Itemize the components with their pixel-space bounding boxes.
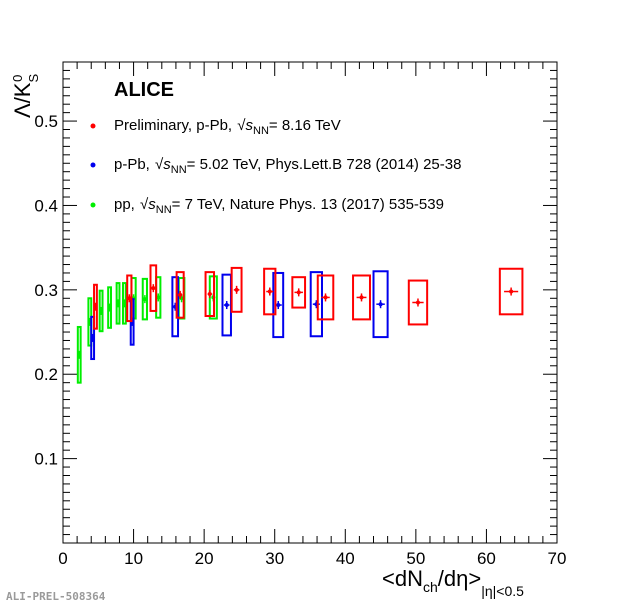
marker [122,301,127,306]
marker [378,302,383,307]
marker [90,335,95,340]
systematic-box [204,271,216,318]
data-point [372,270,389,339]
data-point [126,274,133,323]
systematic-box [372,270,389,339]
marker [93,304,98,309]
data-point [204,271,216,318]
legend-marker [90,202,96,208]
data-point [407,279,429,326]
data-point [175,271,185,319]
marker [142,297,147,302]
x-tick-label: 30 [265,549,284,568]
legend-entry: p-Pb, √sNN= 5.02 TeV, Phys.Lett.B 728 (2… [90,156,461,176]
marker [276,303,281,308]
data-point [93,283,98,330]
marker [127,296,132,301]
footer-label: ALI-PREL-508364 [6,590,106,603]
x-tick-label: 10 [124,549,143,568]
legend-label: p-Pb, √sNN= 5.02 TeV, Phys.Lett.B 728 (2… [114,156,461,176]
systematic-box [498,267,524,316]
systematic-box [175,271,185,319]
x-axis-title: <dNch/dη>|η|<0.5 [382,566,524,599]
x-tick-label: 40 [336,549,355,568]
data-point [230,266,243,313]
legend-label: Preliminary, p-Pb, √sNN= 8.16 TeV [114,117,341,137]
marker [99,308,104,313]
data-point [121,282,127,325]
marker [156,295,161,300]
y-tick-label: 0.4 [34,196,58,215]
legend-label: pp, √sNN= 7 TeV, Nature Phys. 13 (2017) … [114,196,444,216]
data-point [316,274,335,321]
x-tick-label: 60 [477,549,496,568]
x-tick-label: 0 [58,549,67,568]
data-point [98,289,104,333]
y-tick-label: 0.2 [34,365,58,384]
data-point [90,315,96,361]
x-tick-label: 20 [195,549,214,568]
data-point [498,267,524,316]
x-tick-label: 70 [548,549,567,568]
plot-frame [62,61,558,544]
systematic-box [171,276,180,338]
y-tick-label: 0.3 [34,281,58,300]
axes: 0 10 20 30 40 50 60 70 0.1 0.2 0.3 0.4 0.5 [34,62,566,568]
marker [224,303,229,308]
data-point [221,273,232,337]
x-tick-label: 50 [406,549,425,568]
data-point [107,286,112,329]
marker [178,292,183,297]
systematic-box [316,274,335,321]
systematic-box [149,264,158,312]
marker [207,292,212,297]
data-point [115,282,121,325]
systematic-box [407,279,429,326]
legend-entry: pp, √sNN= 7 TeV, Nature Phys. 13 (2017) … [90,196,444,216]
systematic-box [291,276,307,309]
y-tick-label: 0.5 [34,112,58,131]
legend-marker [90,123,96,129]
data-point [309,271,323,338]
marker [234,287,239,292]
systematic-box [352,274,371,321]
data-point [76,325,82,384]
marker [107,305,112,310]
legend-entry: Preliminary, p-Pb, √sNN= 8.16 TeV [90,117,341,137]
data-point [291,276,307,309]
data-point [352,274,371,321]
systematic-box [230,266,243,313]
systematic-box [263,267,277,316]
marker [151,286,156,291]
data-point [149,264,158,312]
data-point [141,277,148,321]
systematic-box [272,271,285,339]
systematic-box [126,274,133,323]
marker [296,290,301,295]
y-tick-label: 0.1 [34,450,58,469]
systematic-box [309,271,323,338]
systematic-box [141,277,148,321]
marker [359,295,364,300]
marker [509,289,514,294]
legend-marker [90,162,96,168]
marker [77,352,82,357]
marker [267,289,272,294]
marker [116,301,121,306]
brand-label: ALICE [114,79,174,101]
marker [323,295,328,300]
marker [415,300,420,305]
data-marks [76,264,524,384]
legend: Preliminary, p-Pb, √sNN= 8.16 TeV p-Pb, √… [90,117,461,216]
data-point [263,267,277,316]
